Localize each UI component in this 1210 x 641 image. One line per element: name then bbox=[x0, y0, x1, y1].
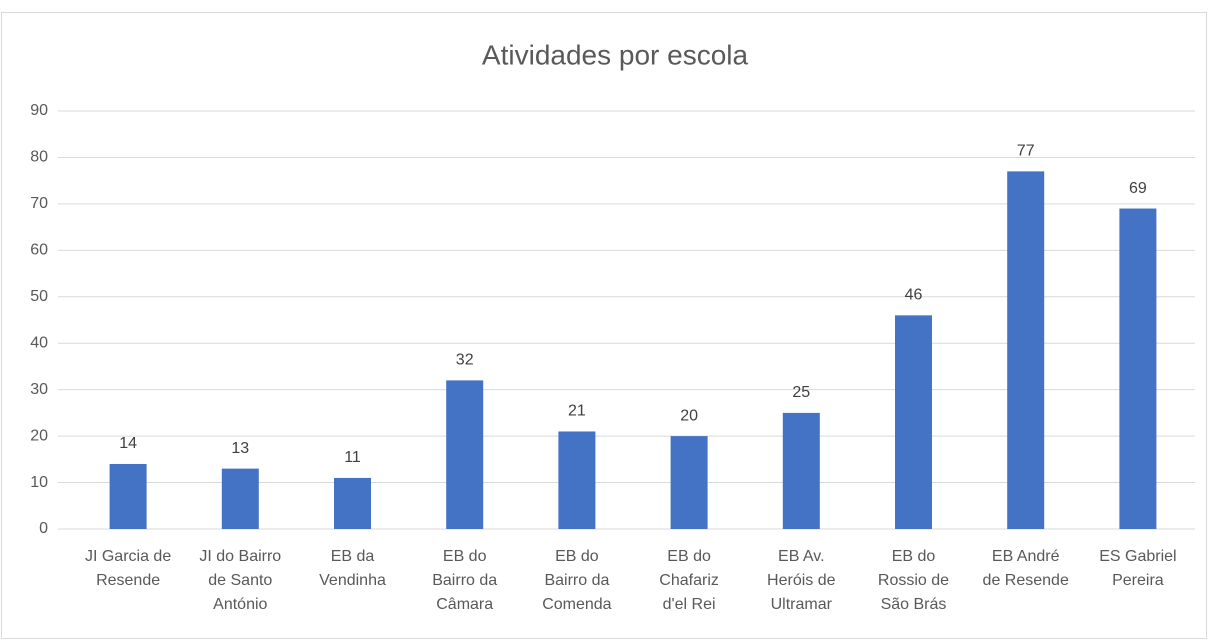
chart-border bbox=[1, 12, 1207, 639]
y-tick-label: 30 bbox=[30, 381, 48, 398]
bar bbox=[782, 412, 820, 529]
data-label: 69 bbox=[1129, 180, 1147, 197]
y-tick-label: 50 bbox=[30, 288, 48, 305]
data-label: 21 bbox=[568, 403, 586, 420]
x-tick-label: EB da Vendinha bbox=[319, 548, 386, 589]
chart-title: Atividades por escola bbox=[482, 39, 749, 70]
y-tick-label: 0 bbox=[39, 520, 48, 537]
data-label: 25 bbox=[792, 384, 810, 401]
data-label: 14 bbox=[119, 435, 137, 452]
data-label: 32 bbox=[456, 352, 474, 369]
bar bbox=[895, 315, 932, 529]
data-label: 11 bbox=[344, 449, 361, 466]
bar bbox=[446, 380, 484, 529]
y-tick-label: 60 bbox=[30, 242, 48, 259]
bar bbox=[221, 468, 259, 529]
y-tick-label: 40 bbox=[30, 334, 48, 351]
x-tick-label: EB do Bairro da Câmara bbox=[432, 548, 497, 613]
y-tick-label: 10 bbox=[30, 474, 48, 491]
y-tick-label: 70 bbox=[30, 195, 48, 212]
bar bbox=[109, 463, 147, 529]
y-tick-label: 80 bbox=[30, 149, 48, 166]
x-tick-label: JI do Bairro de Santo António bbox=[199, 548, 281, 613]
data-label: 20 bbox=[680, 407, 698, 424]
x-tick-label: EB do Chafariz d'el Rei bbox=[659, 548, 719, 613]
bar bbox=[670, 436, 708, 529]
data-label: 13 bbox=[231, 440, 249, 457]
x-tick-label: EB do Bairro da Comenda bbox=[542, 548, 611, 613]
x-tick-label: ES Gabriel Pereira bbox=[1099, 548, 1176, 589]
bar bbox=[1119, 208, 1157, 530]
y-tick-label: 20 bbox=[30, 427, 48, 444]
data-label: 46 bbox=[905, 287, 923, 304]
bar bbox=[1007, 171, 1045, 529]
x-tick-label: JI Garcia de Resende bbox=[85, 548, 171, 589]
x-tick-label: EB André de Resende bbox=[983, 548, 1069, 589]
data-label: 77 bbox=[1017, 143, 1035, 160]
bar bbox=[558, 431, 596, 529]
y-tick-label: 90 bbox=[30, 102, 48, 119]
bar bbox=[334, 477, 371, 529]
x-tick-label: EB do Rossio de São Brás bbox=[878, 548, 949, 613]
x-tick-label: EB Av. Heróis de Ultramar bbox=[767, 548, 836, 613]
